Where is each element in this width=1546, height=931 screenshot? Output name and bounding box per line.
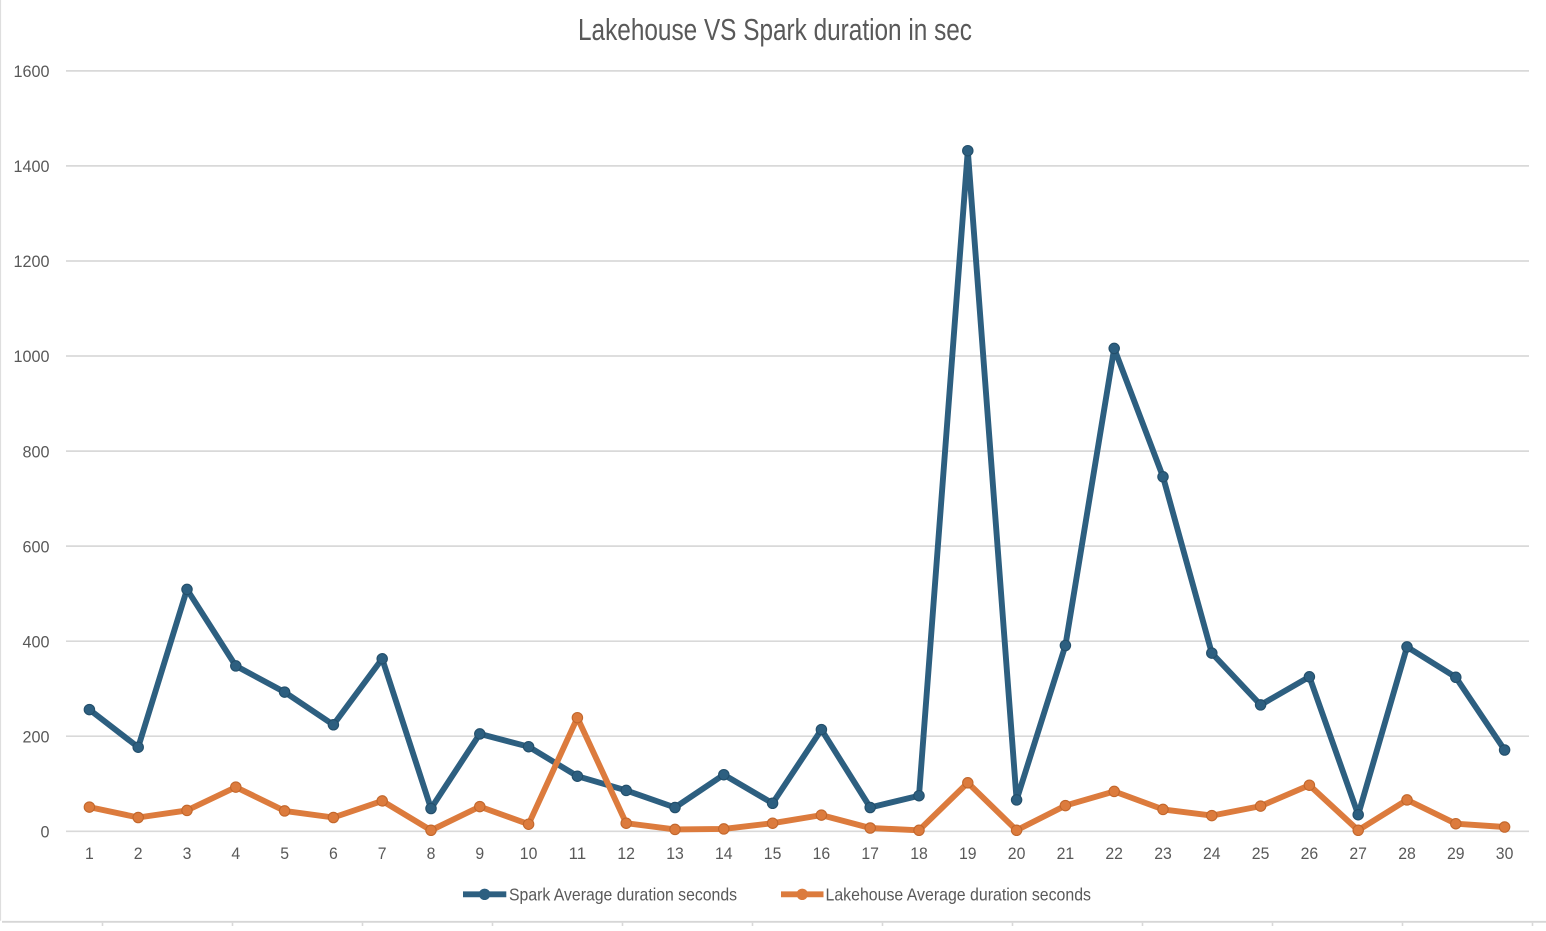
svg-text:14: 14: [715, 844, 733, 863]
svg-text:17: 17: [861, 844, 879, 863]
svg-text:Lakehouse VS Spark duration in: Lakehouse VS Spark duration in sec: [578, 13, 972, 47]
svg-text:800: 800: [23, 442, 50, 461]
svg-text:19: 19: [959, 844, 977, 863]
svg-text:12: 12: [617, 844, 635, 863]
svg-text:Lakehouse Average duration sec: Lakehouse Average duration seconds: [826, 885, 1092, 905]
svg-text:20: 20: [1008, 844, 1026, 863]
svg-text:23: 23: [1154, 844, 1172, 863]
svg-text:1000: 1000: [14, 347, 50, 366]
svg-text:24: 24: [1203, 844, 1221, 863]
svg-text:21: 21: [1057, 844, 1075, 863]
svg-text:1200: 1200: [14, 252, 50, 271]
svg-text:1400: 1400: [14, 157, 50, 176]
svg-text:8: 8: [427, 844, 436, 863]
svg-text:3: 3: [183, 844, 192, 863]
svg-text:1: 1: [85, 844, 94, 863]
svg-text:7: 7: [378, 844, 387, 863]
svg-text:11: 11: [569, 844, 587, 863]
svg-text:28: 28: [1398, 844, 1416, 863]
svg-text:400: 400: [23, 632, 50, 651]
svg-text:30: 30: [1496, 844, 1514, 863]
svg-text:25: 25: [1252, 844, 1270, 863]
svg-text:10: 10: [520, 844, 538, 863]
svg-text:16: 16: [813, 844, 831, 863]
svg-text:29: 29: [1447, 844, 1465, 863]
svg-text:9: 9: [475, 844, 484, 863]
svg-text:15: 15: [764, 844, 782, 863]
svg-text:6: 6: [329, 844, 338, 863]
svg-text:13: 13: [666, 844, 684, 863]
svg-text:200: 200: [23, 727, 50, 746]
svg-text:2: 2: [134, 844, 143, 863]
svg-text:600: 600: [23, 537, 50, 556]
svg-text:22: 22: [1105, 844, 1123, 863]
svg-text:26: 26: [1301, 844, 1319, 863]
svg-text:Spark Average duration seconds: Spark Average duration seconds: [509, 885, 737, 905]
svg-text:0: 0: [41, 823, 50, 842]
svg-text:1600: 1600: [14, 62, 50, 81]
svg-text:18: 18: [910, 844, 928, 863]
svg-text:4: 4: [231, 844, 240, 863]
svg-text:27: 27: [1349, 844, 1367, 863]
svg-text:5: 5: [280, 844, 289, 863]
